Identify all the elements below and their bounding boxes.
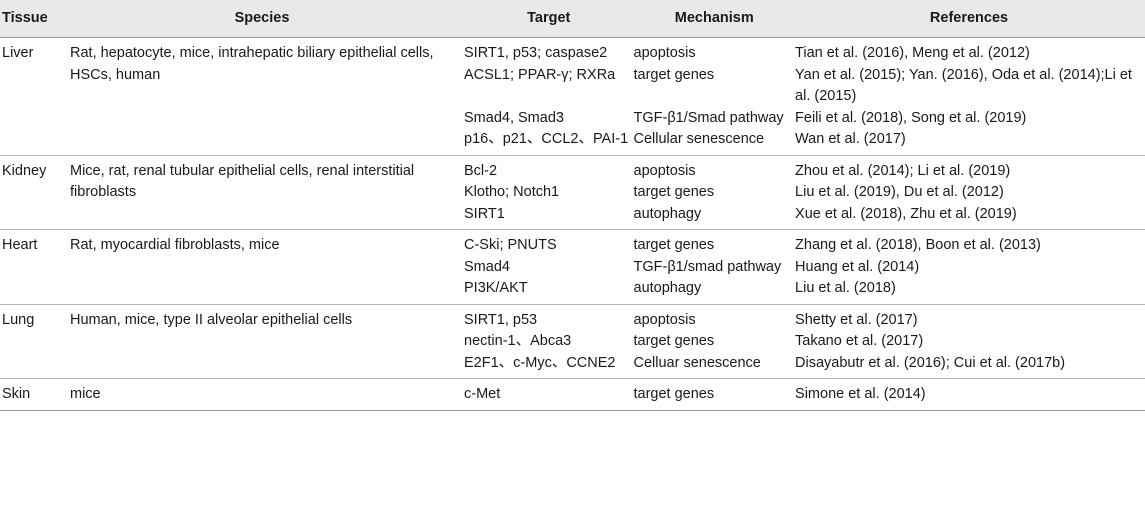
entries-cell: SIRT1, p53 apoptosis Shetty et al. (2017) n… bbox=[462, 304, 1145, 379]
mechanism-cell: target genes bbox=[633, 333, 715, 349]
header-sub-cell: Target Mechanism References bbox=[462, 0, 1145, 38]
entry-line: c-Met target genes Simone et al. (2014) bbox=[462, 384, 1145, 406]
species-cell: Human, mice, type II alveolar epithelial… bbox=[62, 304, 462, 379]
header-mechanism: Mechanism bbox=[674, 9, 754, 26]
header-references: References bbox=[929, 9, 1009, 26]
entry-line: SIRT1 autophagy Xue et al. (2018), Zhu et … bbox=[462, 204, 1145, 226]
mechanism-cell: target genes bbox=[633, 237, 715, 253]
references-cell: Zhou et al. (2014); Li et al. (2019) bbox=[795, 162, 1011, 179]
mechanism-cell: target genes bbox=[633, 66, 715, 83]
references-cell: Simone et al. (2014) bbox=[795, 386, 926, 402]
references-cell: Shetty et al. (2017) bbox=[795, 311, 918, 328]
entries-cell: Bcl-2 apoptosis Zhou et al. (2014); Li et … bbox=[462, 155, 1145, 230]
mechanism-cell: autophagy bbox=[633, 205, 702, 222]
mechanism-cell: target genes bbox=[633, 386, 715, 402]
references-cell: Wan et al. (2017) bbox=[795, 131, 906, 147]
entry-line: Smad4 TGF-β1/smad pathway Huang et al. (20… bbox=[462, 257, 1145, 279]
entry-line: Klotho; Notch1 target genes Liu et al. (20… bbox=[462, 182, 1145, 204]
target-cell: ACSL1; PPAR-γ; RXRa bbox=[464, 66, 616, 83]
references-cell: Xue et al. (2018), Zhu et al. (2019) bbox=[795, 205, 1017, 222]
entries-cell: SIRT1, p53; caspase2 apoptosis Tian et al.… bbox=[462, 37, 1145, 156]
references-cell: Huang et al. (2014) bbox=[795, 258, 920, 275]
entry-line: SIRT1, p53; caspase2 apoptosis Tian et al.… bbox=[462, 43, 1145, 65]
header-row: Tissue Species Target Mechanism Referenc… bbox=[0, 0, 1145, 38]
references-cell: Liu et al. (2018) bbox=[795, 280, 896, 296]
mechanism-cell: TGF-β1/Smad pathway bbox=[633, 109, 784, 126]
entry-line: PI3K/AKT autophagy Liu et al. (2018) bbox=[462, 278, 1145, 300]
target-cell: E2F1、c-Myc、CCNE2 bbox=[464, 354, 616, 371]
target-cell: c-Met bbox=[464, 386, 501, 402]
table-row: Skin mice c-Met target genes Simone et al. (… bbox=[0, 378, 1145, 411]
mechanism-cell: apoptosis bbox=[633, 311, 696, 328]
table-row: Kidney Mice, rat, renal tubular epithelia… bbox=[0, 155, 1145, 230]
entry-line: nectin-1、Abca3 target genes Takano et al. … bbox=[462, 331, 1145, 353]
entry-line: ACSL1; PPAR-γ; RXRa target genes Yan et al… bbox=[462, 65, 1145, 108]
target-cell: p16、p21、CCL2、PAI-1 bbox=[464, 131, 629, 147]
target-cell: SIRT1, p53 bbox=[464, 311, 538, 328]
references-cell: Yan et al. (2015); Yan. (2016), Oda et a… bbox=[795, 66, 1132, 105]
mechanism-cell: TGF-β1/smad pathway bbox=[633, 258, 782, 275]
species-cell: mice bbox=[62, 378, 462, 411]
references-cell: Tian et al. (2016), Meng et al. (2012) bbox=[795, 45, 1030, 61]
table-row: Liver Rat, hepatocyte, mice, intrahepatic… bbox=[0, 37, 1145, 156]
target-cell: SIRT1, p53; caspase2 bbox=[464, 45, 608, 61]
species-cell: Rat, hepatocyte, mice, intrahepatic bili… bbox=[62, 37, 462, 156]
references-cell: Liu et al. (2019), Du et al. (2012) bbox=[795, 184, 1004, 200]
target-cell: Smad4 bbox=[464, 258, 510, 275]
entry-line: Bcl-2 apoptosis Zhou et al. (2014); Li et … bbox=[462, 161, 1145, 183]
references-cell: Takano et al. (2017) bbox=[795, 333, 924, 349]
mechanism-cell: apoptosis bbox=[633, 45, 696, 61]
entry-line: Smad4, Smad3 TGF-β1/Smad pathway Feili et … bbox=[462, 108, 1145, 130]
tissue-cell: Heart bbox=[0, 229, 62, 305]
mechanism-cell: Cellular senescence bbox=[633, 131, 765, 147]
mechanism-cell: autophagy bbox=[633, 280, 702, 296]
references-cell: Zhang et al. (2018), Boon et al. (2013) bbox=[795, 237, 1041, 253]
tissue-cell: Kidney bbox=[0, 155, 62, 230]
header-target: Target bbox=[527, 9, 571, 26]
header-tissue: Tissue bbox=[0, 0, 62, 38]
mechanism-cell: target genes bbox=[633, 184, 715, 200]
references-cell: Disayabutr et al. (2016); Cui et al. (20… bbox=[795, 354, 1066, 371]
entry-line: E2F1、c-Myc、CCNE2 Celluar senescence Disaya… bbox=[462, 353, 1145, 375]
references-cell: Feili et al. (2018), Song et al. (2019) bbox=[795, 109, 1027, 126]
species-cell: Mice, rat, renal tubular epithelial cell… bbox=[62, 155, 462, 230]
target-cell: Bcl-2 bbox=[464, 162, 498, 179]
entries-cell: c-Met target genes Simone et al. (2014) bbox=[462, 378, 1145, 411]
header-species: Species bbox=[62, 0, 462, 38]
mechanism-cell: Celluar senescence bbox=[633, 354, 761, 371]
tissue-cell: Lung bbox=[0, 304, 62, 379]
table-row: Lung Human, mice, type II alveolar epithe… bbox=[0, 304, 1145, 379]
target-cell: C-Ski; PNUTS bbox=[464, 237, 557, 253]
tissue-cell: Liver bbox=[0, 37, 62, 156]
entry-line: C-Ski; PNUTS target genes Zhang et al. (20… bbox=[462, 235, 1145, 257]
target-cell: Klotho; Notch1 bbox=[464, 184, 560, 200]
entries-cell: C-Ski; PNUTS target genes Zhang et al. (20… bbox=[462, 229, 1145, 305]
target-cell: SIRT1 bbox=[464, 205, 505, 222]
tissue-cell: Skin bbox=[0, 378, 62, 411]
entry-line: SIRT1, p53 apoptosis Shetty et al. (2017) bbox=[462, 310, 1145, 332]
target-cell: Smad4, Smad3 bbox=[464, 109, 564, 126]
mechanism-cell: apoptosis bbox=[633, 162, 696, 179]
target-cell: nectin-1、Abca3 bbox=[464, 333, 572, 349]
entry-line: p16、p21、CCL2、PAI-1 Cellular senescence Wan… bbox=[462, 129, 1145, 151]
target-cell: PI3K/AKT bbox=[464, 280, 528, 296]
species-cell: Rat, myocardial fibroblasts, mice bbox=[62, 229, 462, 305]
mirna-tissue-table: Tissue Species Target Mechanism Referenc… bbox=[0, 0, 1145, 411]
table-row: Heart Rat, myocardial fibroblasts, mice C-… bbox=[0, 229, 1145, 305]
